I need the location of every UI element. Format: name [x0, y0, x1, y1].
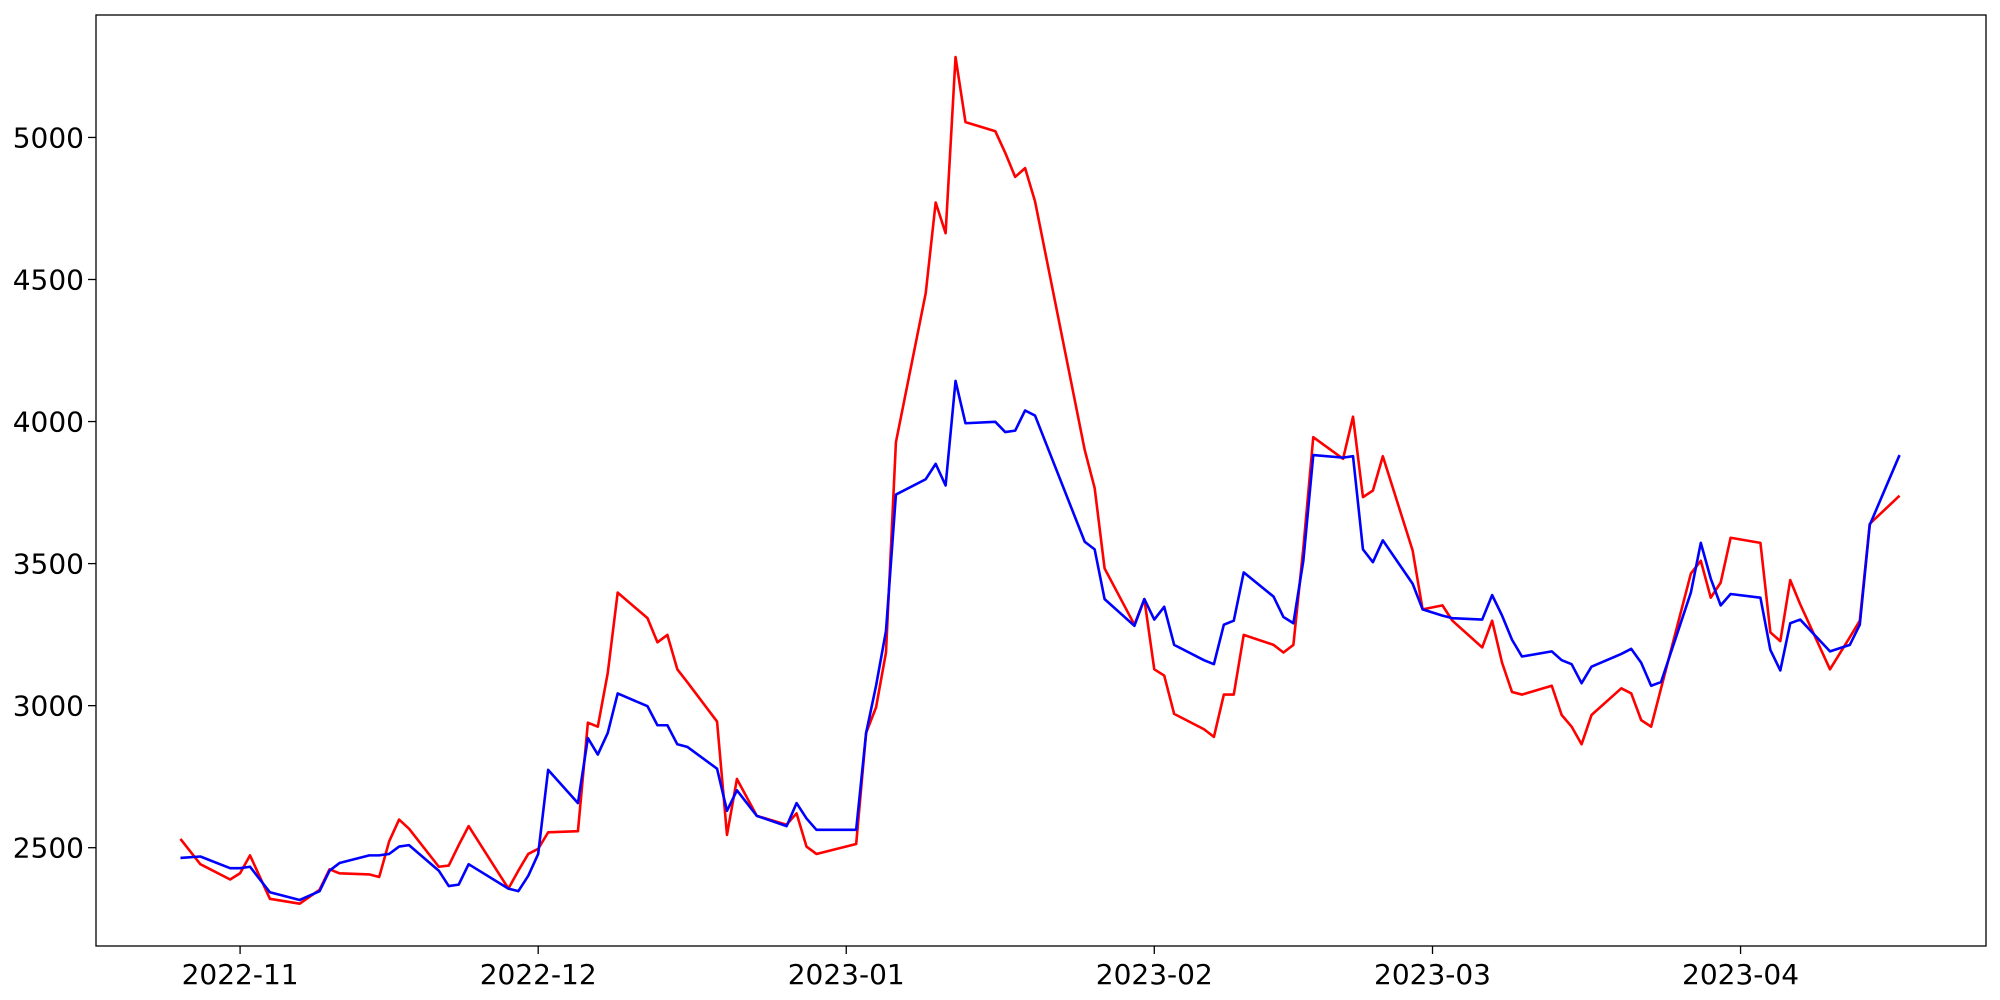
- y-tick-label: 3000: [13, 690, 84, 723]
- x-tick-label: 2023-03: [1374, 958, 1491, 991]
- plot-frame: [95, 14, 1987, 947]
- x-tick-label: 2023-02: [1096, 958, 1213, 991]
- y-tick-label: 3500: [13, 548, 84, 581]
- y-tick-label: 2500: [13, 832, 84, 865]
- x-tick-label: 2023-04: [1682, 958, 1799, 991]
- x-tick-label: 2022-11: [182, 958, 299, 991]
- line-series: [180, 379, 1901, 902]
- y-tick-label: 5000: [13, 121, 84, 154]
- y-tick-label: 4000: [13, 406, 84, 439]
- y-tick-label: 4500: [13, 263, 84, 296]
- x-tick-label: 2023-01: [788, 958, 905, 991]
- x-tick-label: 2022-12: [480, 958, 597, 991]
- line-series: [179, 55, 1901, 905]
